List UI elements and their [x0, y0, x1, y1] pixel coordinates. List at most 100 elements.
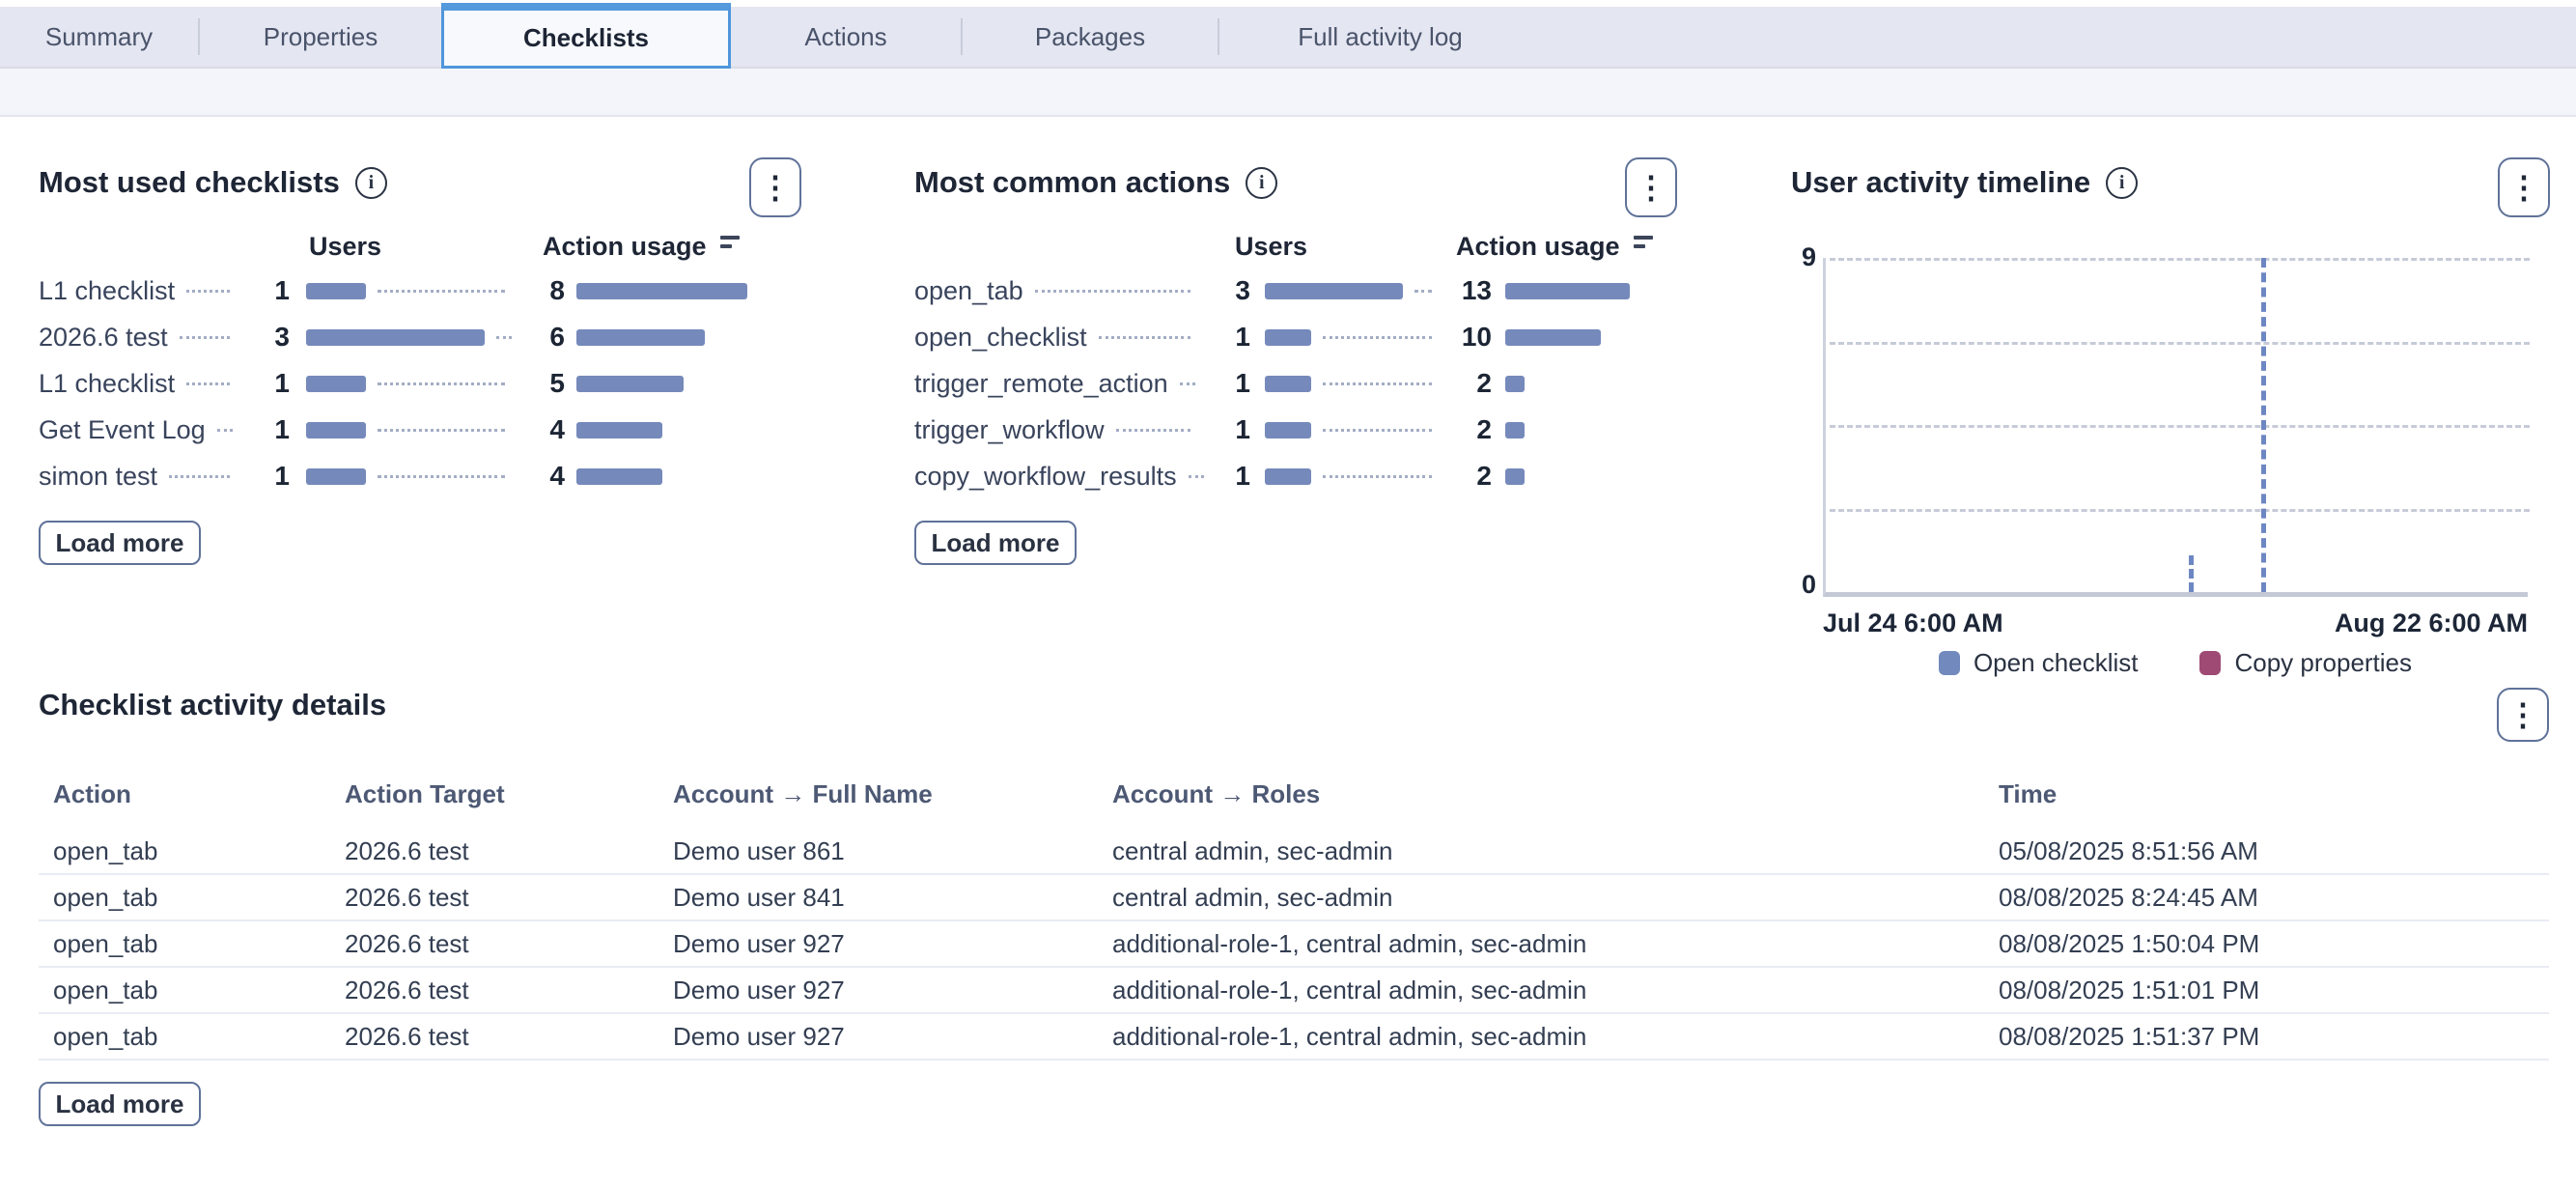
table-column-header-account-roles: Account → Roles: [1112, 779, 1999, 809]
row-label: open_tab: [914, 276, 1023, 306]
action-usage-bar: [1505, 329, 1601, 346]
users-bar: [306, 422, 366, 438]
action-usage-value: 8: [517, 275, 565, 306]
load-more-button[interactable]: Load more: [39, 521, 201, 565]
users-bar: [1265, 376, 1311, 392]
table-cell: central admin, sec-admin: [1112, 836, 1999, 866]
action-usage-value: 5: [517, 368, 565, 399]
leader-dots: [1323, 382, 1432, 385]
action-usage-bar: [576, 468, 662, 485]
table-cell: 08/08/2025 1:50:04 PM: [1999, 929, 2549, 959]
tab-checklists[interactable]: Checklists: [441, 3, 731, 69]
gridline: [1830, 509, 2530, 512]
mini-chart-row: L1 checklist 1 8: [39, 268, 801, 314]
table-cell: additional-role-1, central admin, sec-ad…: [1112, 1022, 1999, 1052]
info-icon[interactable]: i: [355, 167, 387, 199]
panel-most-used-checklists: Most used checklists i ⋮ Users Action us…: [39, 157, 801, 565]
leader-dots: [169, 475, 230, 478]
info-icon[interactable]: i: [2106, 167, 2138, 199]
users-value: 1: [241, 368, 290, 399]
leader-dots: [1414, 290, 1432, 293]
leader-dots: [378, 382, 505, 385]
timeline-chart: 9 0: [1823, 258, 2528, 597]
panel-title: Most common actions: [914, 165, 1230, 200]
y-axis-tick-min: 0: [1778, 570, 1816, 600]
table-row: open_tab2026.6 testDemo user 927addition…: [39, 1014, 2549, 1061]
action-usage-bar: [576, 376, 684, 392]
table-column-header-action-target: Action Target: [345, 779, 673, 809]
table-cell: 08/08/2025 1:51:01 PM: [1999, 976, 2549, 1005]
row-label: 2026.6 test: [39, 323, 168, 353]
leader-dots: [1099, 336, 1190, 339]
table-cell: additional-role-1, central admin, sec-ad…: [1112, 976, 1999, 1005]
kebab-icon: ⋮: [2507, 699, 2538, 730]
leader-dots: [378, 290, 505, 293]
leader-dots: [1116, 429, 1190, 432]
action-usage-bar: [576, 283, 747, 299]
sort-descending-icon[interactable]: [720, 236, 740, 248]
mini-chart: Users Action usage open_tab313open_check…: [914, 225, 1677, 499]
info-icon[interactable]: i: [1246, 167, 1277, 199]
table-cell: 2026.6 test: [345, 883, 673, 913]
table-cell: 05/08/2025 8:51:56 AM: [1999, 836, 2549, 866]
tab-packages[interactable]: Packages: [963, 7, 1218, 67]
row-label: copy_workflow_results: [914, 462, 1177, 492]
legend-item-open-checklist[interactable]: Open checklist: [1939, 648, 2139, 678]
action-usage-value: 10: [1443, 322, 1492, 353]
table-cell: central admin, sec-admin: [1112, 883, 1999, 913]
users-value: 1: [1202, 368, 1250, 399]
chart-legend: Open checklist Copy properties: [1823, 648, 2528, 678]
legend-swatch: [1939, 651, 1960, 675]
leader-dots: [180, 336, 230, 339]
table-cell: open_tab: [53, 1022, 345, 1052]
table-column-header-account-full-name: Account → Full Name: [673, 779, 1112, 809]
gridline: [1830, 425, 2530, 428]
column-header-users: Users: [290, 232, 517, 262]
row-label: L1 checklist: [39, 276, 175, 306]
table-cell: Demo user 841: [673, 883, 1112, 913]
action-usage-value: 2: [1443, 368, 1492, 399]
users-value: 1: [241, 461, 290, 492]
sub-header-band: [0, 69, 2576, 117]
gridline: [1830, 342, 2530, 345]
tab-properties[interactable]: Properties: [200, 7, 441, 67]
data-spike-open-checklist: [2261, 258, 2266, 592]
x-axis-label-start: Jul 24 6:00 AM: [1823, 608, 2003, 638]
users-bar: [1265, 422, 1311, 438]
mini-chart-row: open_checklist110: [914, 314, 1677, 360]
panel-menu-button[interactable]: ⋮: [1625, 157, 1677, 217]
action-usage-value: 13: [1443, 275, 1492, 306]
legend-label: Copy properties: [2234, 648, 2412, 678]
users-value: 1: [1202, 414, 1250, 445]
panel-user-activity-timeline: User activity timeline i ⋮ 9 0 Jul 24 6:…: [1791, 157, 2550, 678]
action-usage-bar: [1505, 422, 1525, 438]
tab-actions[interactable]: Actions: [731, 7, 961, 67]
leader-dots: [1323, 429, 1432, 432]
panel-menu-button[interactable]: ⋮: [749, 157, 801, 217]
x-axis-label-end: Aug 22 6:00 AM: [2335, 608, 2528, 638]
sort-descending-icon[interactable]: [1634, 236, 1653, 248]
table-cell: Demo user 927: [673, 1022, 1112, 1052]
mini-chart-row: open_tab 3 13: [914, 268, 1677, 314]
tab-full-activity-log[interactable]: Full activity log: [1219, 7, 1541, 67]
column-header-action-usage: Action usage: [1456, 232, 1620, 262]
row-label: simon test: [39, 462, 157, 492]
users-value: 3: [1202, 275, 1250, 306]
section-checklist-activity-details: Checklist activity details ⋮ ActionActio…: [39, 688, 2549, 1126]
load-more-button[interactable]: Load more: [914, 521, 1077, 565]
tab-summary[interactable]: Summary: [0, 7, 198, 67]
users-value: 1: [241, 275, 290, 306]
table-menu-button[interactable]: ⋮: [2497, 688, 2549, 742]
table-cell: Demo user 861: [673, 836, 1112, 866]
table-cell: open_tab: [53, 883, 345, 913]
table-cell: open_tab: [53, 976, 345, 1005]
leader-dots: [1323, 475, 1432, 478]
users-bar: [306, 283, 366, 299]
users-bar: [306, 329, 485, 346]
table-cell: 08/08/2025 1:51:37 PM: [1999, 1022, 2549, 1052]
panel-menu-button[interactable]: ⋮: [2498, 157, 2550, 217]
legend-item-copy-properties[interactable]: Copy properties: [2199, 648, 2412, 678]
kebab-icon: ⋮: [2508, 172, 2539, 203]
table-cell: additional-role-1, central admin, sec-ad…: [1112, 929, 1999, 959]
load-more-button[interactable]: Load more: [39, 1082, 201, 1126]
